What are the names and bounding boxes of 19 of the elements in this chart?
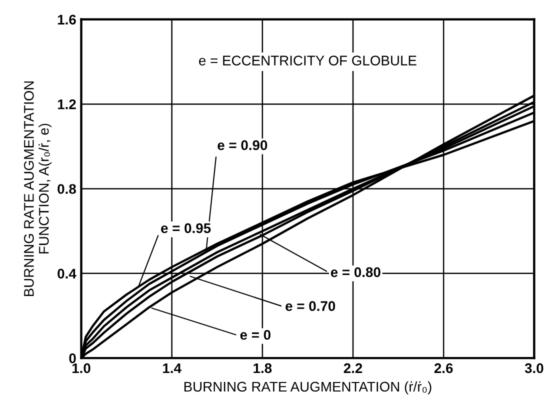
y-tick-label: 1.2: [58, 99, 76, 110]
x-tick-label: 2.2: [344, 363, 362, 373]
x-tick-label: 2.6: [434, 363, 453, 374]
annotation: e = 0.80: [330, 267, 380, 278]
x-tick-label: 1.8: [254, 363, 272, 374]
y-tick-label: 0.8: [58, 184, 76, 194]
annotation: e = 0.95: [161, 223, 211, 234]
annotation: e = ECCENTRICITY OF GLOBULE: [199, 56, 416, 66]
y-tick-label: 1.6: [58, 14, 76, 25]
y-tick-label: 0.4: [58, 268, 76, 279]
annotation: e = 0.70: [286, 301, 336, 311]
y-tick-label: 0: [69, 353, 76, 364]
y-axis-title: BURNING RATE AUGMENTATION FUNCTION, A(r₀/ṙ, e): [24, 81, 52, 296]
x-tick-label: 1.0: [72, 363, 90, 374]
annotation: e = 0.90: [218, 140, 268, 150]
x-tick-label: 1.4: [163, 363, 182, 373]
x-tick-label: 3.0: [524, 363, 544, 374]
x-axis-title: BURNING RATE AUGMENTATION (ṙ/ṙ₀): [184, 381, 432, 394]
annotation: e = 0: [240, 330, 270, 340]
